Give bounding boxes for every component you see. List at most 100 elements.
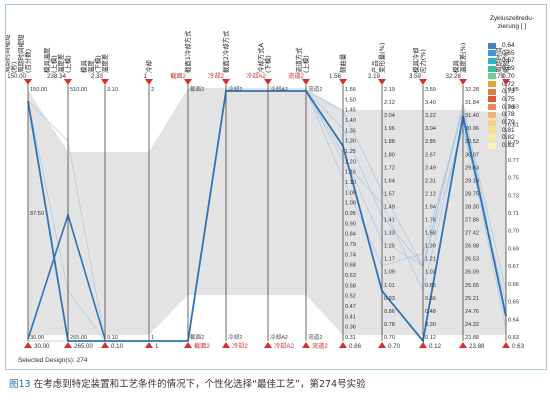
axis-top-marker-0 xyxy=(24,79,32,85)
axis-top-value-11: 32.28 xyxy=(446,73,462,80)
axis-label-10: 模具冷却 应力(%) xyxy=(411,47,427,73)
axis-tick-10-1: 3.40 xyxy=(425,100,436,106)
axis-tick-12-4: 0.77 xyxy=(508,158,519,164)
axis-label-line: 截面2冷却方式 xyxy=(221,30,230,73)
axis-bottom-marker-6 xyxy=(264,342,272,348)
axis-tick-2-0: 3.10 xyxy=(107,87,118,93)
axis-tick-12-2: 0.81 xyxy=(508,122,519,128)
colorbar-swatch xyxy=(488,50,496,57)
axis-top-marker-2 xyxy=(101,79,109,85)
axis-label-line: 温度差(%) xyxy=(458,43,467,73)
colorbar-value: 0.65 xyxy=(502,49,515,57)
axis-top-value-6: 冷却A2 xyxy=(246,72,267,80)
axis-tick-10-4: 2.85 xyxy=(425,139,436,145)
axis-tick-10-18: 0.30 xyxy=(425,322,436,328)
colorbar-swatch xyxy=(488,57,496,64)
axis-tick-9-15: 1.01 xyxy=(384,283,395,289)
axis-label-line: (秒) xyxy=(9,62,18,73)
axis-tick-6-1: 冷却A2 xyxy=(270,333,288,341)
design-range-band xyxy=(28,88,506,335)
axis-tick-8-9: 1.10 xyxy=(345,180,356,186)
axis-tick-9-13: 1.17 xyxy=(384,257,395,263)
axis-tick-12-5: 0.75 xyxy=(508,176,519,182)
axis-tick-10-14: 1.03 xyxy=(425,270,436,276)
axis-tick-9-12: 1.25 xyxy=(384,244,395,250)
axis-tick-11-15: 25.65 xyxy=(465,283,479,289)
colorbar-entry: 0.67 xyxy=(488,57,515,64)
axis-tick-1-0: 510.00 xyxy=(70,87,87,93)
axis-label-line: 模具 xyxy=(451,60,460,73)
colorbar-value: 0.69 xyxy=(502,65,515,73)
axis-label-7: 流道方式 (上模) xyxy=(294,47,310,73)
axis-label-line: (下模) xyxy=(263,55,272,73)
axis-tick-10-15: 0.85 xyxy=(425,283,436,289)
axis-bottom-value-3: 1 xyxy=(155,343,159,350)
axis-bottom-marker-0 xyxy=(24,342,32,348)
axis-tick-9-11: 1.33 xyxy=(384,231,395,237)
axis-tick-0-0: 150.00 xyxy=(30,87,47,93)
axis-top-marker-10 xyxy=(419,79,427,85)
axis-tick-12-7: 0.71 xyxy=(508,211,519,217)
axis-top-marker-1 xyxy=(64,79,72,85)
axis-label-3: 冷却 xyxy=(144,60,153,73)
colorbar-value: 0.70 xyxy=(502,72,515,80)
colorbar-entry: 0.73 xyxy=(488,88,515,95)
colorbar-value: 0.76 xyxy=(502,103,515,111)
axis-tick-11-3: 30.96 xyxy=(465,126,479,132)
axis-tick-9-8: 1.57 xyxy=(384,191,395,197)
axis-top-marker-7 xyxy=(302,79,310,85)
axis-tick-8-13: 0.90 xyxy=(345,221,356,227)
axis-top-value-9: 2.19 xyxy=(368,73,381,80)
axis-tick-12-13: 0.64 xyxy=(508,317,519,323)
axis-label-line: 模具 xyxy=(79,60,88,73)
axis-tick-11-12: 26.98 xyxy=(465,244,479,250)
axis-tick-9-5: 1.80 xyxy=(384,152,395,158)
axis-top-value-0: 150.00 xyxy=(7,73,26,80)
colorbar-entry: 0.72 xyxy=(488,81,515,88)
axis-bottom-value-10: 0.12 xyxy=(429,343,442,350)
axis-tick-11-17: 24.76 xyxy=(465,309,479,315)
colorbar-entry: 0.82 xyxy=(488,134,515,141)
axis-bottom-value-9: 0.70 xyxy=(388,343,401,350)
axis-tick-0-1: 87.50 xyxy=(30,211,44,217)
axis-top-value-1: 238.34 xyxy=(47,73,66,80)
axis-label-2: 模具 温度 (下模) 温度差 xyxy=(79,54,109,73)
axis-tick-12-12: 0.65 xyxy=(508,300,519,306)
axis-label-line: 截面1冷却方式 xyxy=(183,30,192,73)
axis-label-line: 翘曲量 xyxy=(338,53,347,73)
axis-tick-9-3: 1.96 xyxy=(384,126,395,132)
axis-tick-12-10: 0.67 xyxy=(508,264,519,270)
axis-label-line: 缩短(%) xyxy=(501,49,510,73)
axis-tick-0-2: 30.00 xyxy=(30,335,44,341)
colorbar-value: 0.67 xyxy=(502,57,515,65)
axis-label-line: 流道方式 xyxy=(294,47,303,73)
axis-bottom-value-4: 截面2 xyxy=(194,342,210,350)
axis-tick-9-17: 0.86 xyxy=(384,309,395,315)
axis-top-value-8: 1.56 xyxy=(329,73,342,80)
colorbar-value: 0.81 xyxy=(502,126,515,134)
axis-tick-8-7: 1.20 xyxy=(345,159,356,165)
colorbar-swatch xyxy=(488,81,496,87)
axis-label-line: 周期时间缩短 xyxy=(16,34,25,73)
axis-label-line: 冷却 xyxy=(144,60,153,73)
axis-label-line: 变形量(%) xyxy=(377,43,386,73)
axis-tick-6-0: 冷却A2 xyxy=(270,85,288,93)
axis-label-12: 周期时间 缩短(%) xyxy=(494,47,510,73)
colorbar-value: 0.75 xyxy=(502,95,515,103)
axis-tick-10-17: 0.48 xyxy=(425,309,436,315)
axis-tick-10-9: 1.94 xyxy=(425,204,436,210)
axis-top-value-10: 3.59 xyxy=(409,73,422,80)
axis-label-line: 温度差 xyxy=(100,54,109,73)
axis-tick-11-7: 29.19 xyxy=(465,178,479,184)
axis-tick-11-1: 31.84 xyxy=(465,100,479,106)
axis-tick-11-6: 29.63 xyxy=(465,165,479,171)
axis-tick-8-16: 0.74 xyxy=(345,252,356,258)
axis-label-4: 截面1冷却方式 xyxy=(183,30,192,73)
axis-tick-9-18: 0.78 xyxy=(384,322,395,328)
axis-tick-12-11: 0.66 xyxy=(508,282,519,288)
axis-tick-7-0: 流道2 xyxy=(308,85,322,93)
axis-tick-9-16: 0.93 xyxy=(384,296,395,302)
axis-tick-12-1: 0.83 xyxy=(508,105,519,111)
axis-label-line: 周期时间 xyxy=(494,47,503,73)
axis-label-line: 产品 xyxy=(370,60,379,73)
